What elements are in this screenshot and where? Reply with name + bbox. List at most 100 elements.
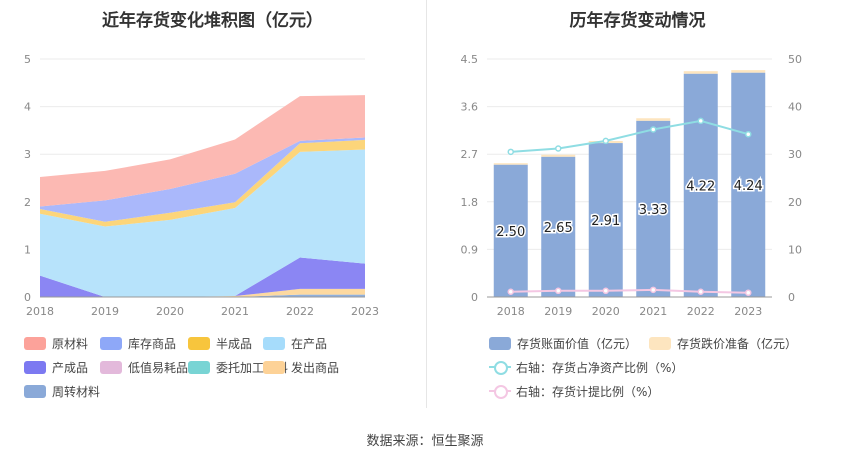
legend-label: 在产品: [291, 337, 328, 351]
legend-item[interactable]: 产成品: [24, 359, 88, 376]
book-value-bar: [588, 143, 623, 297]
provision-ratio-line: [510, 288, 749, 294]
legend-swatch: [489, 337, 511, 350]
bar-data-label: 4.22: [686, 179, 715, 194]
y2-tick-label: 50: [788, 53, 802, 66]
impairment-bar: [493, 163, 528, 165]
x-tick-label: 2020: [156, 305, 184, 318]
line-point: [507, 288, 514, 296]
legend-item[interactable]: 发出商品: [263, 359, 339, 376]
y-tick-label: 0: [24, 291, 31, 304]
legend-item-book-value[interactable]: 存货账面价值（亿元）: [489, 335, 637, 352]
legend-label: 周转材料: [52, 385, 101, 399]
legend-label: 半成品: [216, 337, 253, 351]
line-point: [745, 289, 752, 296]
legend-item-provision-ratio[interactable]: 右轴：存货计提比例（%）: [489, 382, 660, 400]
legend-item[interactable]: 低值易耗品: [100, 359, 188, 376]
legend-label: 存货账面价值（亿元）: [517, 337, 638, 351]
left-chart-title: 近年存货变化堆积图（亿元）: [102, 11, 323, 31]
book-value-bar: [636, 120, 671, 297]
legend-swatch: [24, 361, 46, 374]
book-value-bar: [541, 156, 576, 297]
bar-data-label: 2.91: [591, 214, 620, 229]
y2-tick-label: 30: [788, 148, 802, 161]
x-tick-label: 2018: [26, 305, 54, 318]
legend-label: 右轴：存货计提比例（%）: [516, 384, 660, 399]
y-tick-label: 4.5: [461, 53, 479, 66]
y2-tick-label: 0: [788, 291, 795, 304]
area-series: [40, 137, 365, 222]
y-tick-label: 2.7: [461, 148, 479, 161]
book-value-bar: [493, 164, 528, 297]
impairment-bar: [541, 154, 576, 157]
y-tick-label: 1: [24, 243, 31, 256]
legend-swatch: [263, 361, 285, 374]
legend-label: 存货跌价准备（亿元）: [677, 337, 798, 351]
area-series: [40, 257, 365, 297]
line-point: [697, 288, 704, 296]
impairment-bar: [636, 118, 671, 121]
legend-label: 原材料: [52, 337, 89, 351]
legend-swatch: [649, 337, 671, 350]
circle-marker-icon: [489, 382, 511, 400]
x-tick-label: 2021: [221, 305, 249, 318]
legend-swatch: [24, 337, 46, 350]
x-tick-label: 2021: [639, 305, 667, 318]
legend-label: 低值易耗品: [128, 361, 189, 375]
area-series: [40, 149, 365, 297]
y-tick-label: 4: [24, 101, 31, 114]
y-tick-label: 0: [471, 291, 478, 304]
line-point: [602, 137, 609, 145]
area-series: [40, 288, 365, 297]
y2-tick-label: 40: [788, 101, 802, 114]
legend-item[interactable]: 库存商品: [100, 335, 176, 352]
legend-item-net-asset-ratio[interactable]: 右轴：存货占净资产比例（%）: [489, 358, 684, 376]
inventory-bar-line-chart: 0 0 0.9 10 1.8 20 2.7 30 3.6 40 4.5 50 2.50 2.65 2.91 3…: [461, 53, 803, 318]
area-series: [40, 139, 365, 227]
line-point: [650, 126, 657, 133]
right-chart-title: 历年存货变动情况: [569, 11, 706, 31]
line-point: [650, 286, 657, 294]
legend-swatch: [188, 361, 210, 374]
x-tick-label: 2022: [687, 305, 715, 318]
line-point: [555, 145, 562, 152]
y-tick-label: 3: [24, 148, 31, 161]
x-tick-label: 2023: [734, 305, 762, 318]
legend-swatch: [263, 337, 285, 350]
legend-item-impairment[interactable]: 存货跌价准备（亿元）: [649, 335, 797, 352]
book-value-bar: [683, 73, 718, 297]
line-point: [697, 117, 704, 125]
legend-item[interactable]: 在产品: [263, 335, 327, 352]
legend-swatch: [188, 337, 210, 350]
legend-item[interactable]: 半成品: [188, 335, 252, 352]
bar-data-label: 4.24: [734, 179, 763, 194]
line-point: [602, 287, 609, 295]
legend-item[interactable]: 原材料: [24, 335, 88, 352]
legend-label: 产成品: [52, 361, 89, 375]
x-tick-label: 2023: [351, 305, 379, 318]
x-tick-label: 2020: [592, 305, 620, 318]
y-tick-label: 2: [24, 196, 31, 209]
legend-label: 发出商品: [291, 361, 340, 375]
x-tick-label: 2018: [497, 305, 525, 318]
line-point: [507, 148, 514, 156]
left-legend: 原材料 库存商品 半成品 在产品 产成品 低值易耗品 委托加工材料 发出商品 周转材料: [0, 330, 425, 405]
y-tick-label: 1.8: [461, 196, 479, 209]
legend-swatch: [100, 361, 122, 374]
legend-swatch: [100, 337, 122, 350]
legend-label: 右轴：存货占净资产比例（%）: [516, 360, 684, 375]
y-tick-label: 0.9: [461, 243, 479, 256]
bar-data-label: 2.50: [496, 225, 525, 240]
net-asset-ratio-line: [510, 119, 749, 153]
impairment-bar: [683, 71, 718, 74]
legend-item[interactable]: 周转材料: [24, 383, 100, 400]
legend-label: 库存商品: [128, 337, 177, 351]
line-point: [745, 130, 752, 138]
y-tick-label: 3.6: [461, 101, 479, 114]
y2-tick-label: 20: [788, 196, 802, 209]
y-tick-label: 5: [24, 53, 31, 66]
bar-data-label: 2.65: [544, 221, 573, 236]
bar-data-label: 3.33: [639, 203, 668, 218]
circle-marker-icon: [489, 358, 511, 376]
right-legend: 存货账面价值（亿元） 存货跌价准备（亿元） 右轴：存货占净资产比例（%） 右轴：…: [425, 330, 850, 405]
